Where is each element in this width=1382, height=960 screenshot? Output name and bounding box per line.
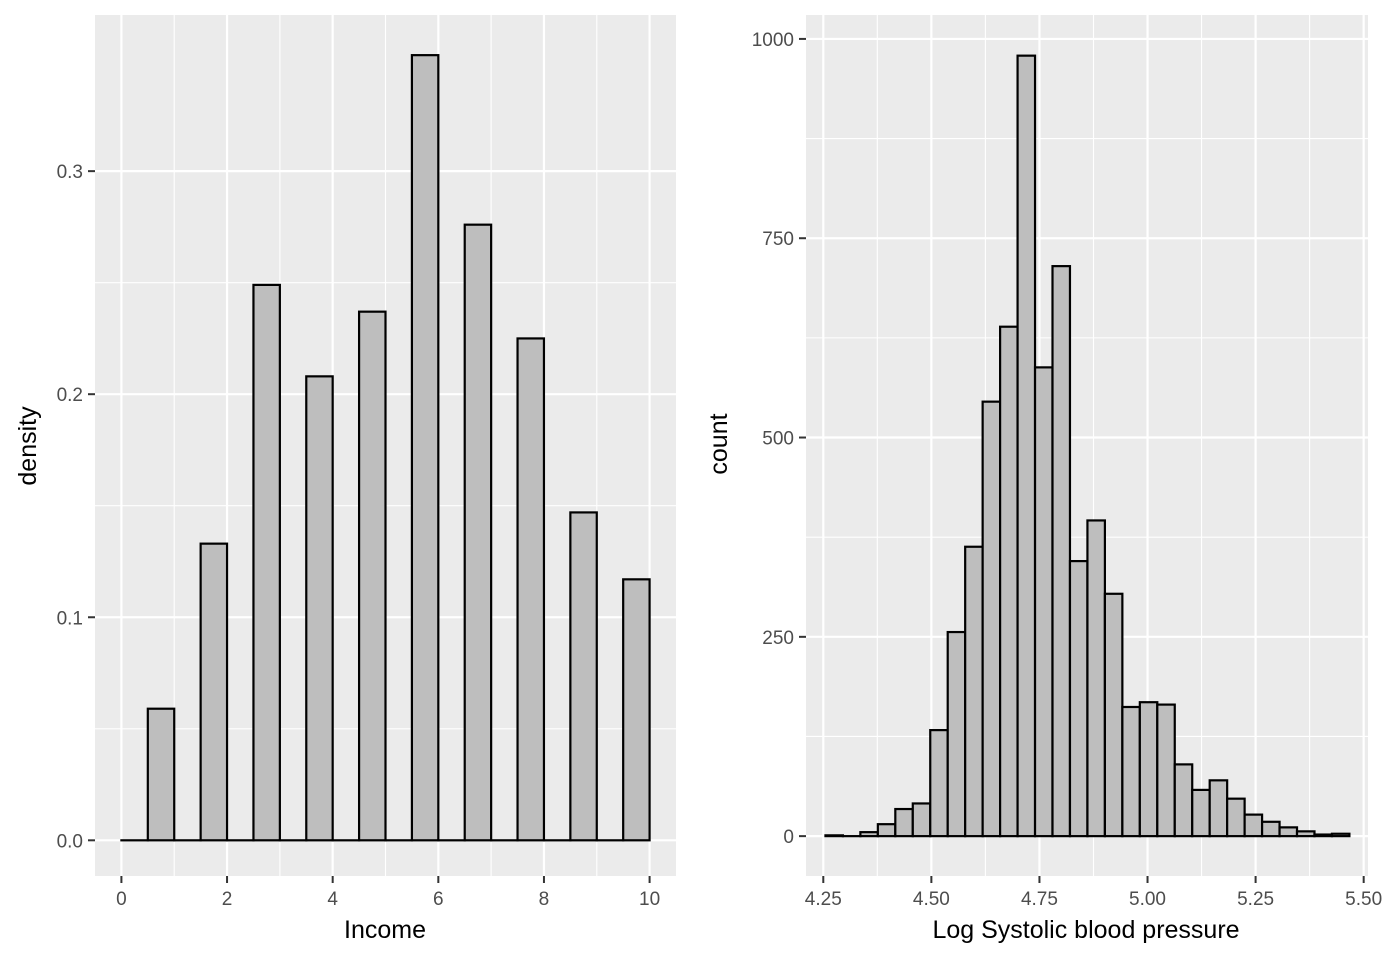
- histogram-bar: [1156, 703, 1176, 838]
- histogram-bar: [252, 283, 281, 842]
- histogram-bar: [1033, 366, 1054, 838]
- histogram-bar: [1260, 820, 1281, 838]
- log-sbp-count-histogram: 4.25 4.50 4.75 5.00 5.25 5.50 0 250 500 750 1000 Lo…: [705, 15, 1382, 944]
- x-axis-title: Log Systolic blood pressure: [932, 916, 1239, 944]
- x-tick-label: 5.50: [1345, 889, 1382, 910]
- income-density-histogram: 0 2 4 6 8 10 0.0 0.1 0.2 0.3 Income density: [14, 15, 676, 944]
- histogram-bar: [824, 834, 845, 838]
- histogram-bar: [305, 375, 334, 842]
- histogram-bar: [1138, 701, 1159, 838]
- y-tick-label: 0: [783, 827, 794, 848]
- histogram-bar: [516, 337, 546, 842]
- histogram-bar: [929, 729, 949, 838]
- y-tick-label: 1000: [752, 30, 794, 51]
- y-tick-label: 750: [762, 229, 794, 250]
- y-tick-label: 0.3: [57, 162, 83, 183]
- histogram-bar: [911, 802, 932, 838]
- histogram-bar: [1016, 54, 1037, 838]
- histogram-bar: [1278, 826, 1299, 838]
- x-tick-label: 10: [639, 889, 660, 910]
- histogram-bar: [357, 310, 387, 842]
- histogram-bar: [622, 578, 651, 842]
- x-tick-label: 4.50: [913, 889, 950, 910]
- x-tick-label: 4: [327, 889, 338, 910]
- histogram-bar: [964, 545, 984, 838]
- y-tick-label: 250: [762, 628, 794, 649]
- y-tick-label: 0.1: [57, 608, 83, 629]
- x-tick-label: 0: [116, 889, 127, 910]
- histogram-bar: [146, 707, 176, 842]
- histogram-bar: [199, 542, 229, 842]
- histogram-bar: [1121, 705, 1141, 838]
- x-axis-title: Income: [344, 916, 426, 944]
- x-tick-label: 5.25: [1237, 889, 1274, 910]
- histogram-bar: [1173, 763, 1194, 838]
- histogram-bar: [569, 511, 598, 842]
- histogram-bar: [999, 325, 1019, 838]
- histogram-bar: [1068, 559, 1089, 838]
- x-tick-label: 4.75: [1021, 889, 1058, 910]
- x-tick-label: 4.25: [805, 889, 842, 910]
- histogram-bar: [463, 223, 493, 842]
- histogram-bar: [1051, 265, 1072, 838]
- histogram-bar: [1103, 592, 1124, 838]
- histogram-bar: [1243, 813, 1264, 838]
- histogram-bar: [859, 831, 879, 838]
- y-tick-label: 500: [762, 429, 794, 450]
- histogram-bar: [1226, 797, 1246, 838]
- histogram-bar: [410, 54, 440, 842]
- histogram-bar: [1086, 519, 1106, 838]
- histogram-bar: [1295, 830, 1316, 838]
- histogram-bar: [981, 400, 1002, 838]
- histogram-bar: [894, 807, 914, 838]
- histogram-bar: [1313, 833, 1334, 838]
- y-axis-title: count: [705, 413, 733, 474]
- histogram-bar: [946, 630, 967, 838]
- histogram-bar: [1208, 779, 1229, 838]
- x-tick-label: 5.00: [1129, 889, 1166, 910]
- x-tick-label: 8: [539, 889, 550, 910]
- histogram-bar: [1330, 832, 1351, 838]
- x-tick-label: 6: [433, 889, 444, 910]
- histogram-bar: [1191, 788, 1211, 838]
- histogram-bar: [876, 823, 897, 838]
- y-axis-title: density: [14, 406, 42, 486]
- x-tick-label: 2: [222, 889, 233, 910]
- y-tick-label: 0.0: [57, 831, 83, 852]
- y-tick-label: 0.2: [57, 385, 83, 406]
